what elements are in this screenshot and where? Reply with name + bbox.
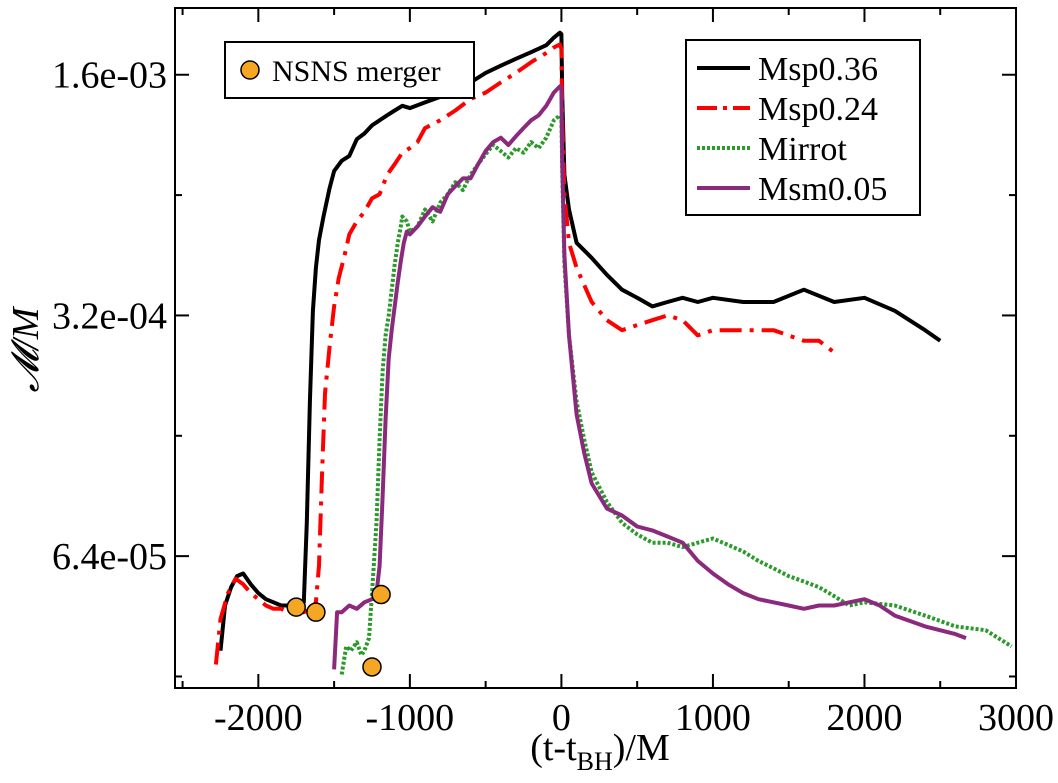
x-axis-label-sub: BH [577, 747, 613, 776]
marker-legend: NSNS merger [224, 41, 475, 99]
merger-marker-4 [371, 584, 391, 605]
ticks-layer: -2000 -1000 0 1000 2000 3000 1.6e-03 3.2e-04 6.4… [52, 8, 1054, 739]
y-axis-label: 𝓜/M [5, 305, 47, 392]
x-tick-label: -2000 [214, 697, 303, 739]
x-tick-label: 1000 [675, 697, 751, 739]
merger-marker-2 [306, 602, 326, 622]
legend-label-msm0-05: Msm0.05 [758, 171, 887, 208]
series-line-msp0-24 [213, 42, 836, 665]
x-axis-label: (t-tBH)/M [530, 727, 670, 776]
legend-label-msp0-36: Msp0.36 [758, 51, 878, 88]
series-line-msm0-05 [332, 84, 967, 670]
y-tick-label: 1.6e-03 [52, 55, 167, 97]
legend-label-mirrot: Mirrot [758, 131, 847, 168]
marker-legend-box [224, 41, 475, 99]
y-tick-label: 6.4e-05 [52, 536, 167, 578]
x-axis-label-main: (t-t [530, 727, 577, 769]
merger-marker-3 [362, 657, 382, 677]
merger-marker-1 [286, 597, 306, 617]
marker-legend-text: NSNS merger [272, 55, 441, 88]
y-tick-label: 3.2e-04 [52, 295, 167, 337]
x-tick-label: 2000 [826, 697, 902, 739]
legend-label-msp0-24: Msp0.24 [758, 91, 878, 128]
markers-layer [286, 584, 391, 677]
series-line-mirrot [339, 113, 1013, 675]
x-axis-label-tail: )/M [613, 727, 670, 769]
x-tick-label: -1000 [366, 697, 455, 739]
marker-legend-symbol [240, 60, 260, 80]
x-tick-label: 3000 [978, 697, 1054, 739]
x-tick-label: 0 [552, 697, 571, 739]
